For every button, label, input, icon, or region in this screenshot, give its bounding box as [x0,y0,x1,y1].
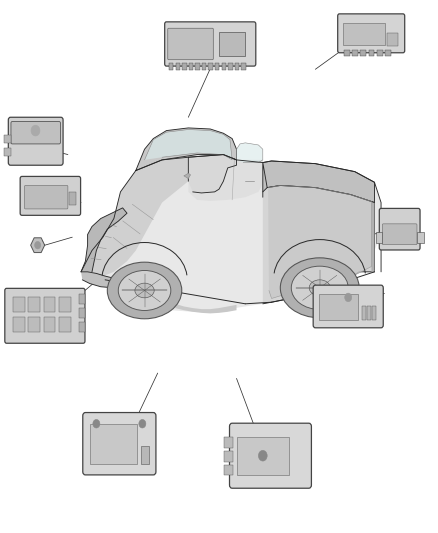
Bar [79,294,85,304]
Circle shape [35,241,41,249]
Polygon shape [184,173,191,179]
Polygon shape [268,185,371,298]
Bar [4,148,11,156]
Bar [344,50,350,56]
Bar [372,306,376,320]
Bar [28,317,40,332]
Polygon shape [81,208,127,272]
Bar [215,63,219,70]
Bar [219,32,245,56]
Text: 4: 4 [378,288,385,298]
Bar [224,465,233,475]
Bar [59,297,71,312]
Polygon shape [31,238,45,253]
Bar [69,192,76,205]
FancyBboxPatch shape [230,423,311,488]
Text: 5: 5 [277,462,284,471]
Bar [417,232,424,243]
Bar [352,50,358,56]
FancyBboxPatch shape [382,224,417,245]
Circle shape [31,125,40,136]
Ellipse shape [291,266,348,310]
Bar [44,297,55,312]
Polygon shape [188,155,237,193]
Bar [13,297,25,312]
Bar [182,63,187,70]
Polygon shape [263,161,374,203]
Bar [208,63,213,70]
Bar [343,23,385,45]
Bar [44,317,55,332]
Bar [385,50,391,56]
Text: 9: 9 [32,198,39,207]
Bar [362,306,366,320]
Polygon shape [81,272,136,288]
Polygon shape [263,163,374,304]
Bar [202,63,206,70]
Polygon shape [237,143,263,163]
FancyBboxPatch shape [5,288,85,343]
Ellipse shape [107,262,182,319]
Bar [4,135,11,143]
Bar [319,294,358,320]
Bar [224,451,233,462]
Polygon shape [145,130,232,160]
Ellipse shape [135,283,154,298]
Ellipse shape [118,271,171,310]
FancyBboxPatch shape [8,117,63,165]
FancyBboxPatch shape [165,22,256,66]
Polygon shape [188,155,263,201]
Bar [90,424,137,464]
Bar [376,232,382,243]
Ellipse shape [280,258,359,318]
Text: 2: 2 [386,19,393,29]
Circle shape [93,419,100,428]
Ellipse shape [309,280,330,296]
Bar [169,63,173,70]
Bar [79,322,85,332]
Circle shape [345,293,352,302]
Text: 1: 1 [229,27,236,37]
Bar [59,317,71,332]
Bar [141,446,149,464]
FancyBboxPatch shape [379,208,420,250]
Bar [235,63,239,70]
Bar [377,50,383,56]
FancyBboxPatch shape [83,413,156,475]
Bar [228,63,233,70]
Circle shape [139,419,146,428]
Bar [237,437,289,475]
Bar [387,33,398,46]
FancyBboxPatch shape [168,28,213,60]
Bar [13,317,25,332]
FancyBboxPatch shape [338,14,405,53]
FancyBboxPatch shape [313,285,383,328]
Bar [241,63,246,70]
Circle shape [258,450,267,461]
Bar [176,63,180,70]
Text: 8: 8 [36,240,43,250]
Bar [224,437,233,448]
Text: 3: 3 [408,219,415,229]
Bar [369,50,374,56]
Text: 6: 6 [106,454,113,463]
Bar [367,306,371,320]
FancyBboxPatch shape [11,122,60,144]
Bar [79,308,85,318]
Bar [222,63,226,70]
Polygon shape [136,128,237,171]
Text: 7: 7 [29,318,36,327]
Text: 10: 10 [17,139,31,149]
Bar [195,63,200,70]
Polygon shape [81,157,188,277]
FancyBboxPatch shape [20,176,81,215]
Polygon shape [371,201,374,272]
Bar [189,63,193,70]
Bar [360,50,366,56]
Polygon shape [175,304,237,313]
Bar [28,297,40,312]
Polygon shape [81,155,381,312]
FancyBboxPatch shape [25,185,68,209]
